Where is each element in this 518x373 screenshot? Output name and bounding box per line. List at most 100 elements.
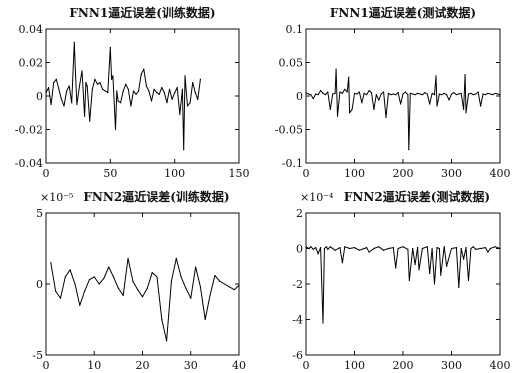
data-point [387, 92, 390, 94]
data-point [499, 94, 501, 96]
data-point [361, 102, 363, 104]
y-exponent-label: ×10⁻⁵ [40, 191, 73, 204]
data-point [112, 75, 114, 77]
data-point [407, 248, 409, 250]
data-point [349, 112, 351, 114]
data-point [223, 283, 226, 285]
data-point [310, 94, 312, 96]
data-point [161, 87, 163, 89]
data-point [111, 78, 113, 80]
x-tick-label: 40 [232, 359, 246, 372]
data-point [238, 284, 240, 287]
x-tick-label: 200 [393, 359, 414, 372]
data-point [64, 276, 66, 278]
data-point [50, 103, 52, 105]
data-point [349, 247, 351, 250]
data-point [465, 112, 467, 114]
data-point [50, 262, 52, 264]
error-series-line [50, 257, 240, 342]
data-point [426, 246, 428, 248]
data-point [470, 247, 472, 250]
data-point [143, 68, 145, 70]
data-point [467, 93, 470, 95]
data-point [408, 149, 410, 151]
data-point [336, 115, 339, 117]
plot-area [305, 212, 501, 356]
data-point [378, 246, 380, 248]
data-point [148, 90, 150, 92]
data-point [404, 91, 407, 93]
data-point [88, 279, 91, 281]
data-point [69, 269, 71, 271]
data-point [443, 246, 445, 248]
data-point [104, 90, 106, 92]
data-point [310, 246, 312, 248]
data-point [156, 276, 158, 278]
data-point [375, 94, 377, 96]
data-point [327, 91, 329, 93]
data-point [91, 88, 93, 90]
data-point [475, 93, 477, 95]
x-tick-label: 20 [136, 359, 150, 372]
x-tick-label: 0 [43, 167, 50, 180]
data-point [429, 103, 431, 105]
data-point [441, 94, 443, 96]
data-point [332, 247, 334, 250]
data-point [209, 294, 211, 296]
data-point [86, 85, 88, 87]
data-point [53, 82, 55, 84]
data-point [107, 92, 109, 94]
data-point [122, 294, 124, 296]
data-point [334, 249, 336, 251]
data-point [475, 248, 477, 250]
data-point [96, 83, 99, 85]
data-point [74, 283, 76, 285]
data-point [458, 286, 460, 289]
x-tick-label: 150 [229, 167, 250, 180]
x-tick-label: 0 [303, 167, 310, 180]
y-tick-label: -0.1 [282, 157, 303, 170]
data-point [344, 246, 346, 248]
chart-title: FNN2逼近误差(测试数据) [344, 189, 490, 204]
x-tick-label: 10 [87, 359, 101, 372]
data-point [68, 85, 70, 87]
data-point [305, 92, 307, 94]
x-tick-label: 300 [441, 359, 462, 372]
x-tick-label: 30 [184, 359, 198, 372]
data-point [492, 94, 494, 96]
data-point [186, 105, 189, 107]
data-point [204, 318, 206, 321]
data-point [399, 103, 402, 105]
data-point [317, 253, 319, 255]
data-point [85, 82, 87, 84]
data-point [47, 87, 50, 89]
data-point [214, 274, 216, 277]
data-point [171, 98, 173, 100]
data-point [368, 90, 370, 92]
x-tick-label: 100 [344, 167, 365, 180]
data-point [150, 100, 153, 102]
x-tick-label: 0 [303, 359, 310, 372]
x-tick-label: 100 [344, 359, 365, 372]
data-point [335, 68, 337, 70]
data-point [487, 92, 489, 94]
data-point [127, 257, 129, 260]
data-point [499, 247, 501, 250]
x-tick-label: 50 [103, 167, 117, 180]
data-point [341, 262, 343, 264]
data-point [353, 92, 356, 94]
data-point [392, 247, 394, 249]
data-point [163, 92, 165, 94]
data-point [103, 277, 105, 279]
data-point [55, 78, 57, 80]
data-point [424, 92, 426, 94]
data-point [117, 287, 119, 289]
data-point [395, 267, 397, 269]
data-point [55, 290, 57, 292]
data-point [429, 272, 431, 274]
data-point [192, 82, 194, 84]
data-point [319, 247, 322, 249]
data-point [74, 75, 77, 77]
data-point [339, 247, 341, 249]
